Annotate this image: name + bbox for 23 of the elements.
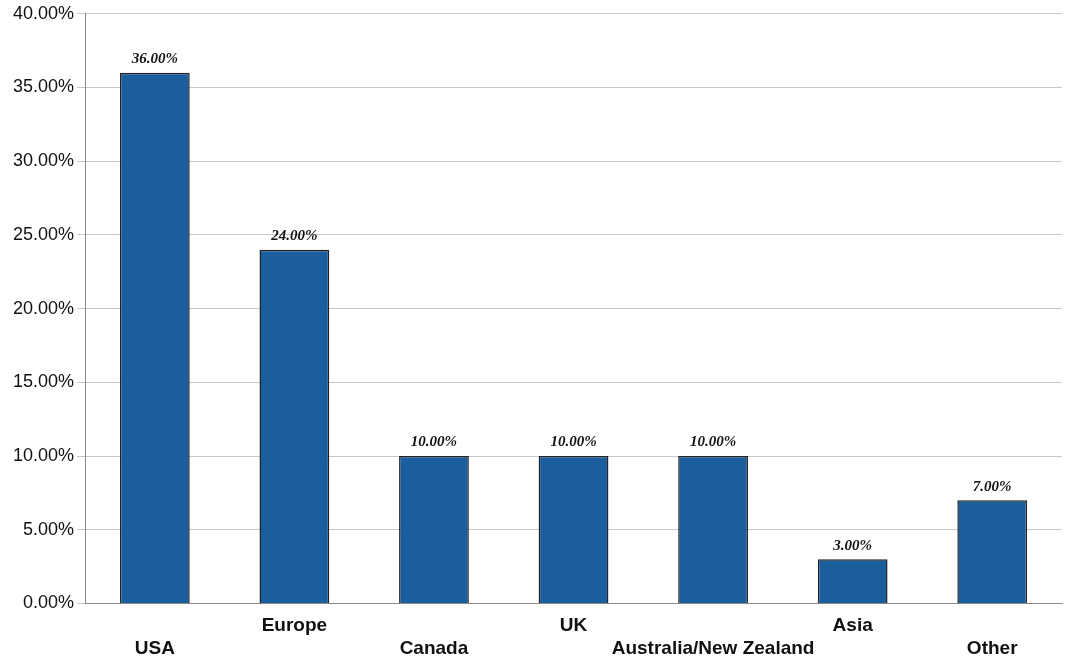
x-tick-label: Australia/New Zealand — [611, 636, 815, 658]
data-label: 10.00% — [689, 433, 737, 450]
x-tick-label: Canada — [399, 636, 469, 658]
y-tick-label: 5.00% — [23, 518, 75, 539]
x-tick-label: Other — [966, 636, 1019, 658]
data-label: 24.00% — [270, 227, 318, 244]
data-label: 10.00% — [410, 433, 458, 450]
x-tick-label: USA — [134, 636, 176, 658]
x-tick-label: UK — [559, 614, 588, 636]
y-tick-label: 25.00% — [12, 223, 75, 244]
x-tick-label: Europe — [261, 614, 328, 636]
y-tick-label: 15.00% — [12, 371, 75, 392]
y-tick-label: 30.00% — [12, 150, 75, 171]
y-tick-label: 10.00% — [12, 444, 75, 465]
data-label: 7.00% — [972, 477, 1012, 494]
y-tick-label: 40.00% — [12, 2, 75, 23]
y-tick-label: 0.00% — [23, 592, 75, 613]
data-label: 3.00% — [832, 536, 873, 553]
data-label: 36.00% — [130, 50, 178, 67]
y-tick-label: 35.00% — [12, 76, 75, 97]
y-tick-label: 20.00% — [12, 297, 75, 318]
data-label: 10.00% — [550, 433, 597, 450]
x-tick-label: Asia — [832, 614, 874, 636]
